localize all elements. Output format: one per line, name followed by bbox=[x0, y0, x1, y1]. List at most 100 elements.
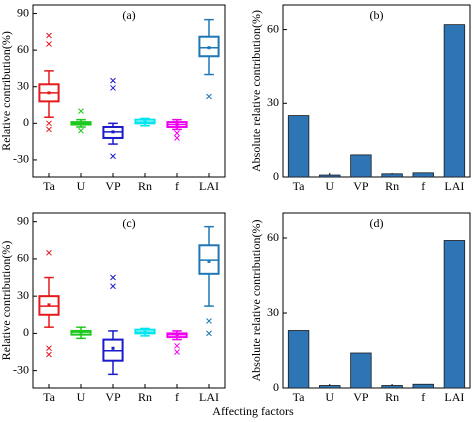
x-tick-label: LAI bbox=[444, 390, 464, 404]
outlier bbox=[174, 135, 180, 141]
outlier bbox=[206, 318, 212, 324]
y-tick-label: 0 bbox=[273, 169, 279, 183]
outlier bbox=[174, 130, 180, 136]
y-axis-title: Absolute relative contribution(%) bbox=[249, 10, 263, 172]
x-tick-label: U bbox=[77, 390, 86, 404]
bar bbox=[381, 173, 403, 178]
bar bbox=[412, 172, 434, 178]
outlier bbox=[206, 330, 212, 337]
panel-label: (c) bbox=[122, 216, 135, 230]
x-tick-label: LAI bbox=[444, 179, 464, 193]
x-tick-label: LAI bbox=[199, 179, 219, 193]
outlier bbox=[46, 32, 52, 39]
y-tick-label: 0 bbox=[23, 325, 29, 339]
outlier bbox=[110, 85, 116, 91]
y-tick-label: 30 bbox=[267, 305, 279, 319]
mean bbox=[111, 130, 115, 134]
y-tick-label: 30 bbox=[267, 95, 279, 109]
y-tick-label: 90 bbox=[17, 5, 29, 19]
panel-label: (d) bbox=[370, 216, 384, 230]
outlier bbox=[46, 41, 52, 47]
mean bbox=[207, 259, 211, 263]
y-tick-label: 0 bbox=[273, 380, 279, 394]
x-tick-label: Rn bbox=[385, 390, 399, 404]
plot-frame bbox=[282, 212, 471, 389]
y-tick-label: 0 bbox=[23, 115, 29, 129]
bar bbox=[350, 154, 372, 178]
outlier bbox=[78, 108, 84, 114]
outlier bbox=[46, 249, 52, 256]
outlier bbox=[110, 77, 116, 84]
mean bbox=[143, 330, 147, 334]
outlier bbox=[46, 120, 52, 127]
y-tick-label: -30 bbox=[13, 152, 29, 166]
outlier bbox=[46, 126, 52, 133]
outlier bbox=[46, 351, 52, 358]
mean bbox=[175, 333, 179, 337]
mean bbox=[47, 303, 51, 307]
y-tick-label: 30 bbox=[17, 78, 29, 92]
bar bbox=[319, 385, 341, 389]
mean bbox=[111, 346, 115, 350]
bar bbox=[381, 385, 403, 389]
x-tick-label: Ta bbox=[293, 179, 305, 193]
plot-frame bbox=[282, 4, 471, 178]
mean bbox=[47, 91, 51, 95]
plot-frame bbox=[32, 4, 226, 178]
y-tick-label: -30 bbox=[13, 362, 29, 376]
box bbox=[198, 35, 220, 58]
x-tick-label: U bbox=[77, 179, 86, 193]
x-tick-label: U bbox=[325, 390, 334, 404]
outlier bbox=[78, 127, 84, 134]
bar bbox=[287, 115, 310, 178]
x-tick-label: f bbox=[421, 390, 425, 404]
x-tick-label: U bbox=[325, 179, 334, 193]
bar bbox=[319, 174, 341, 178]
x-axis-title: Affecting factors bbox=[212, 404, 294, 418]
x-tick-label: Rn bbox=[138, 179, 152, 193]
y-axis-title: Relative contribution(%) bbox=[0, 31, 13, 151]
x-tick-label: f bbox=[421, 179, 425, 193]
plot-frame bbox=[32, 212, 226, 389]
y-tick-label: 60 bbox=[17, 251, 29, 265]
outlier bbox=[174, 349, 180, 355]
outlier bbox=[110, 283, 116, 290]
bar bbox=[443, 24, 466, 178]
x-tick-label: Rn bbox=[138, 390, 152, 404]
y-axis-title: Absolute relative contribution(%) bbox=[249, 220, 263, 382]
x-tick-label: Rn bbox=[385, 179, 399, 193]
mean bbox=[175, 123, 179, 127]
outlier bbox=[174, 342, 180, 349]
bar bbox=[350, 352, 372, 389]
y-tick-label: 90 bbox=[17, 213, 29, 227]
bar bbox=[412, 383, 434, 389]
outlier bbox=[206, 93, 212, 100]
x-tick-label: Ta bbox=[293, 390, 305, 404]
y-axis-title: Relative contribution(%) bbox=[0, 241, 13, 361]
x-tick-label: Ta bbox=[43, 390, 55, 404]
panel-label: (b) bbox=[370, 8, 384, 22]
y-tick-label: 30 bbox=[17, 288, 29, 302]
x-tick-label: VP bbox=[353, 179, 369, 193]
y-tick-label: 60 bbox=[267, 21, 279, 35]
outlier bbox=[46, 345, 52, 352]
mean bbox=[207, 46, 211, 50]
x-tick-label: VP bbox=[105, 390, 121, 404]
panel-label: (a) bbox=[122, 8, 135, 22]
x-tick-label: Ta bbox=[43, 179, 55, 193]
mean bbox=[79, 330, 83, 334]
outlier bbox=[110, 153, 116, 160]
x-tick-label: f bbox=[175, 390, 179, 404]
bar bbox=[287, 330, 310, 389]
x-tick-label: LAI bbox=[199, 390, 219, 404]
y-tick-label: 60 bbox=[267, 230, 279, 244]
x-tick-label: f bbox=[175, 179, 179, 193]
x-tick-label: VP bbox=[353, 390, 369, 404]
outlier bbox=[110, 274, 116, 281]
mean bbox=[143, 120, 147, 124]
x-tick-label: VP bbox=[105, 179, 121, 193]
mean bbox=[79, 121, 83, 125]
y-tick-label: 60 bbox=[17, 42, 29, 56]
bar bbox=[443, 240, 466, 389]
